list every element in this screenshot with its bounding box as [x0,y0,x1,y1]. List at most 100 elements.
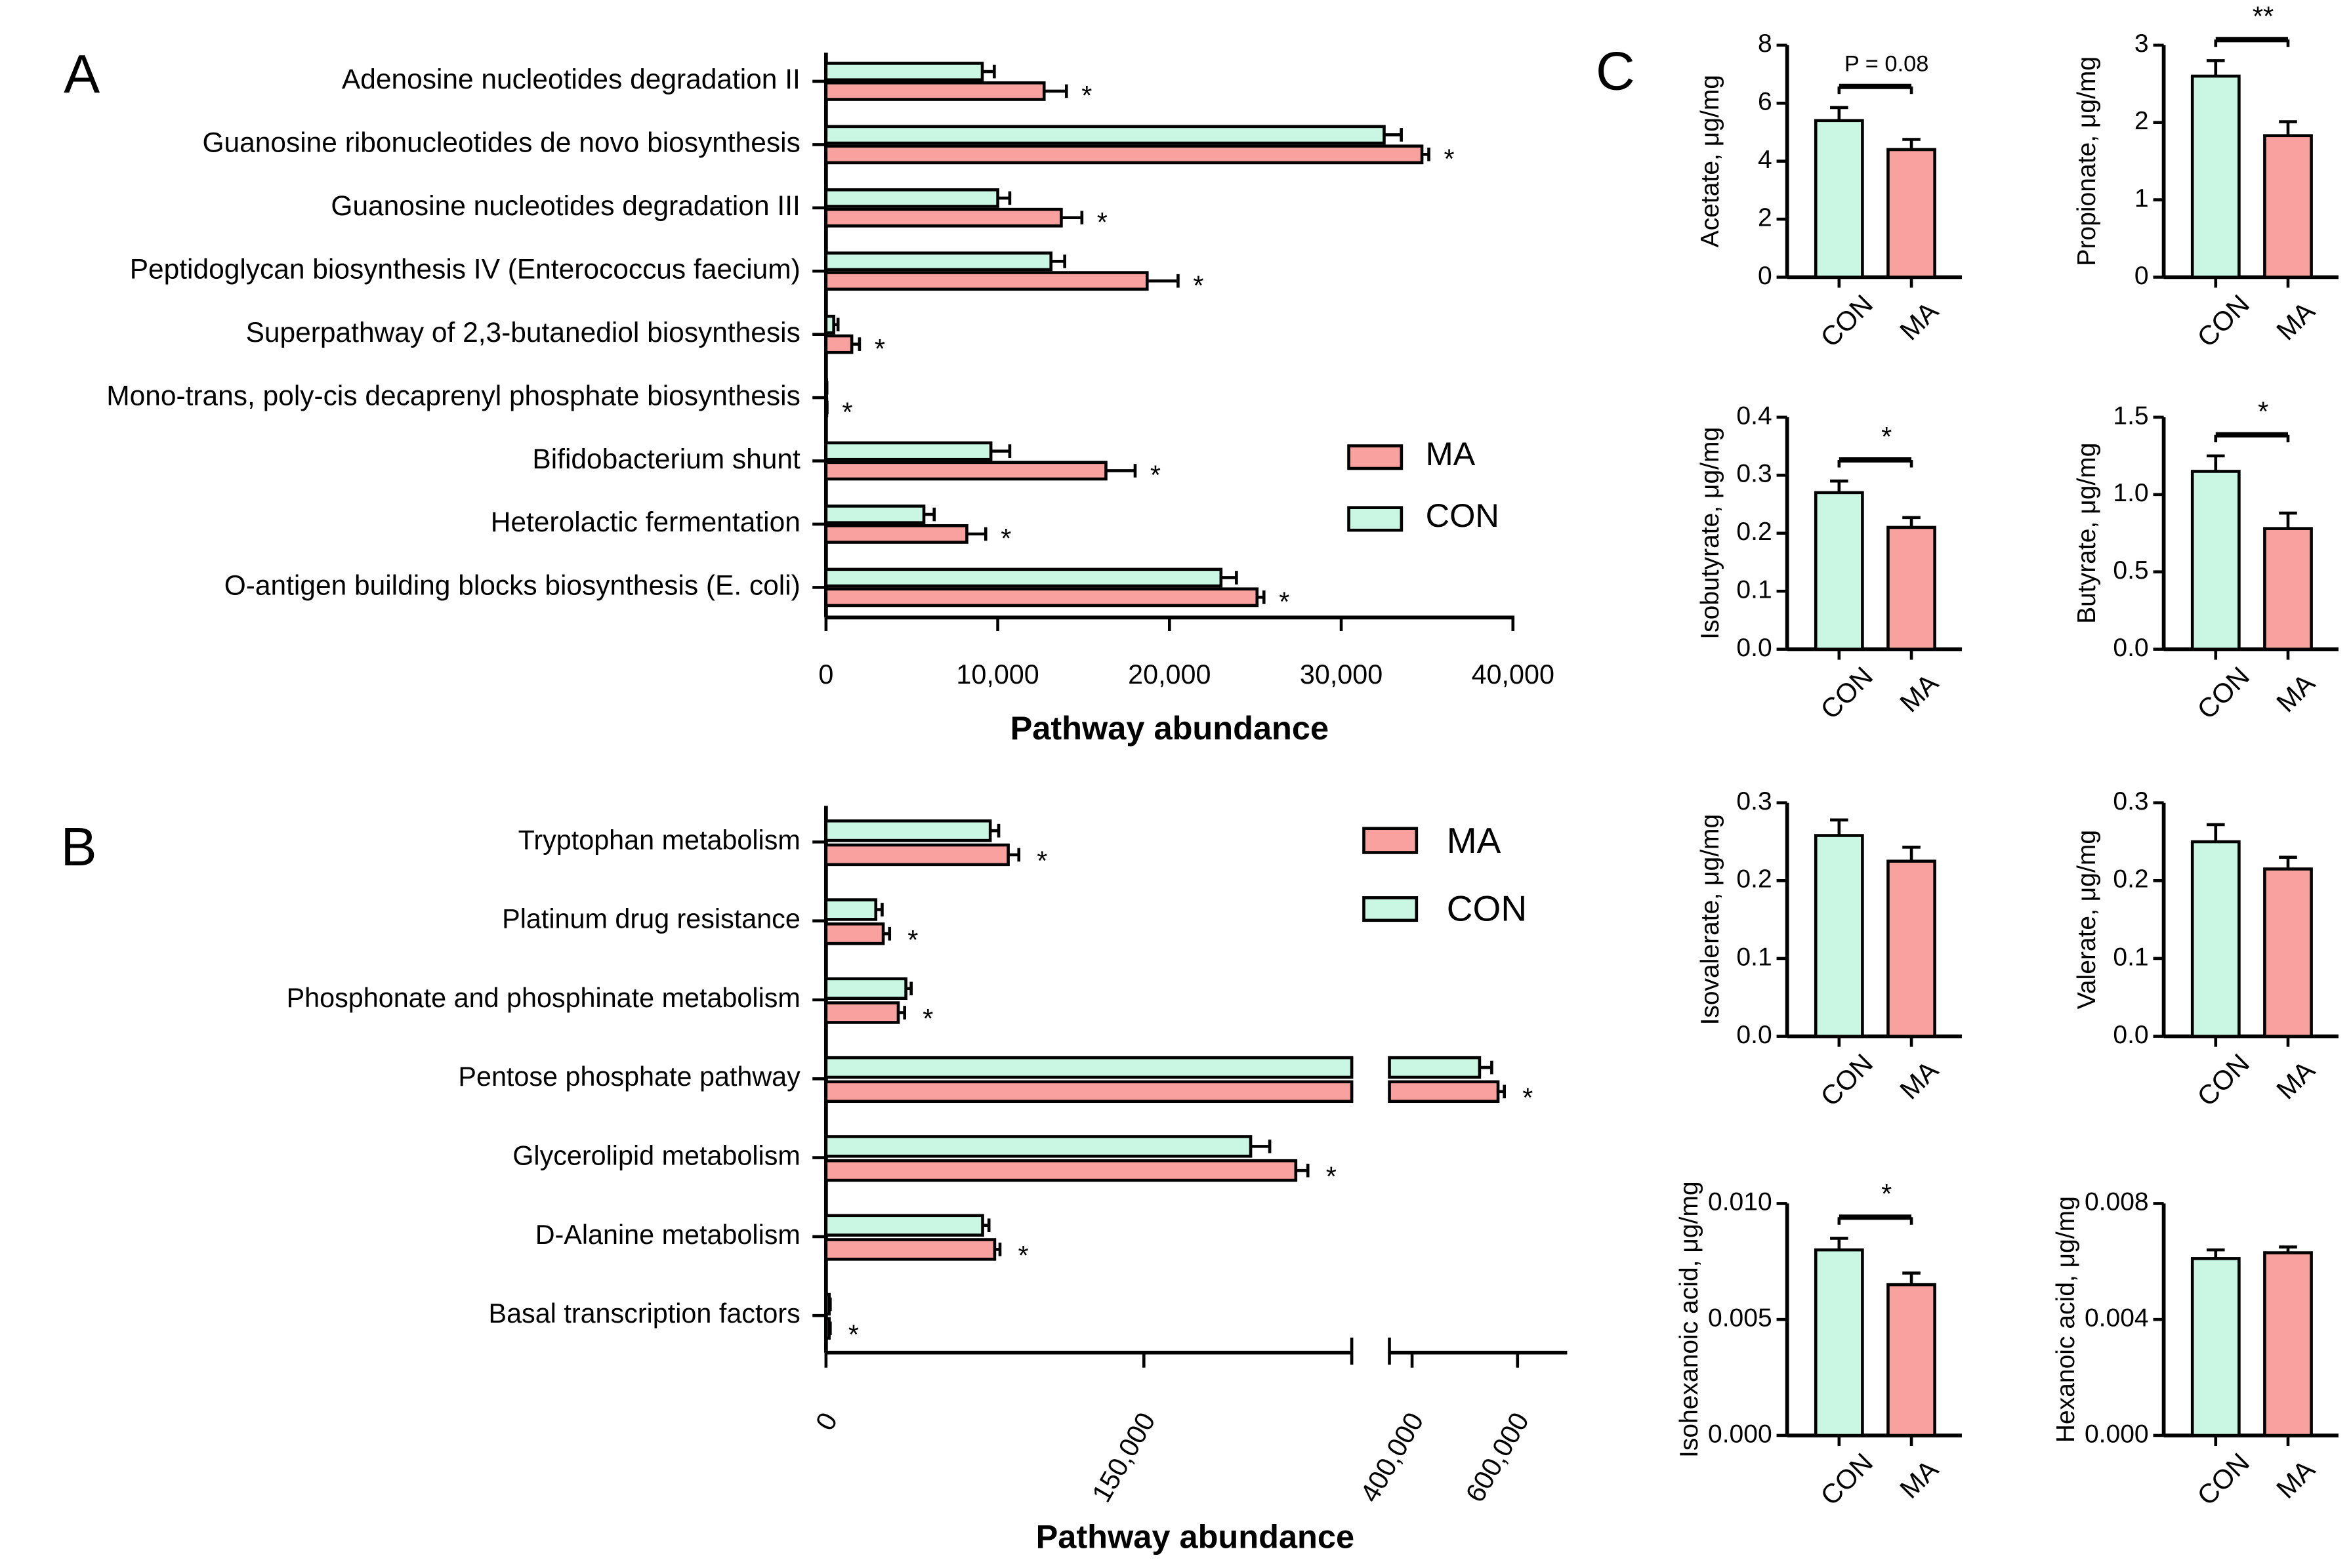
x-tick-label: CON [1815,1447,1879,1511]
bar-con [824,505,926,524]
significance-label: * [2258,397,2268,427]
x-tick-label: 400,000 [1354,1407,1430,1507]
y-tick-label: 0.1 [2113,943,2148,971]
category-label: Mono-trans, poly-cis decaprenyl phosphat… [106,380,801,411]
y-axis-title: Isobutyrate, μg/mg [1696,427,1724,640]
category-label: O-antigen building blocks biosynthesis (… [224,570,801,601]
significance-marker: * [875,334,885,364]
significance-marker: * [1081,81,1092,111]
significance-marker: * [923,1004,933,1034]
legend-label-ma: MA [1426,435,1476,472]
bar-con [824,1292,831,1316]
y-axis-title: Valerate, μg/mg [2073,830,2101,1009]
significance-marker: * [1001,524,1011,554]
y-tick-label: 0.000 [2085,1420,2149,1448]
bar-con [824,1214,984,1237]
y-tick-label: 0.000 [1708,1420,1772,1448]
x-tick-label: 0 [810,1407,843,1435]
category-label: Glycerolipid metabolism [512,1141,801,1171]
y-tick-label: 2 [2134,107,2149,135]
x-axis-title: Pathway abundance [1036,1518,1355,1556]
bar-ma [824,1317,831,1340]
bar-con [1814,119,1864,279]
bar-ma [1886,1283,1936,1437]
bar-ma [2263,1251,2313,1437]
panel-letter-b: B [61,816,97,877]
y-tick-label: 0.008 [2085,1188,2149,1216]
bar-con [824,188,999,208]
bar-ma [1886,526,1936,651]
y-tick-label: 0.010 [1708,1188,1772,1216]
bar-con [824,898,878,921]
y-tick-label: 0.2 [2113,865,2148,894]
x-tick-label: 150,000 [1086,1407,1161,1507]
x-tick-label: CON [1815,661,1879,724]
y-axis-title: Hexanoic acid, μg/mg [2052,1196,2080,1443]
x-tick-label: 20,000 [1128,659,1211,690]
y-tick-label: 8 [1758,30,1772,58]
bar-ma [824,81,1046,101]
y-axis-title: Isohexanoic acid, μg/mg [1675,1181,1703,1458]
legend-label-con: CON [1426,497,1499,534]
category-label: Superpathway of 2,3-butanediol biosynthe… [246,317,801,348]
bar-con [2190,74,2241,279]
x-axis-title: Pathway abundance [1010,709,1329,747]
bar-ma [824,461,1108,481]
significance-marker: * [1018,1241,1029,1271]
y-tick-label: 0.004 [2085,1304,2149,1332]
x-tick-label: MA [2270,668,2321,718]
y-tick-label: 6 [1758,88,1772,116]
bar-con [824,62,984,81]
y-tick-label: 3 [2134,30,2149,58]
x-tick-label: CON [1815,1048,1879,1112]
bar-con [824,977,907,1000]
bar-ma [824,1001,900,1024]
category-label: Adenosine nucleotides degradation II [342,64,801,94]
x-tick-label: 10,000 [956,659,1039,690]
bar-ma [2263,134,2313,279]
y-axis-title: Acetate, μg/mg [1696,75,1724,247]
x-tick-label: 600,000 [1460,1407,1535,1507]
bar-con [2190,840,2241,1038]
y-tick-label: 0 [1758,262,1772,290]
panel-letter-a: A [64,43,100,104]
bar-con [824,567,1223,588]
category-label: Bifidobacterium shunt [532,444,801,474]
bar-con [824,251,1053,272]
y-tick-label: 1 [2134,184,2149,213]
legend-label-ma: MA [1447,820,1501,861]
category-label: Basal transcription factors [489,1298,801,1329]
bar-con [824,125,1386,145]
y-tick-label: 0 [2134,262,2149,290]
bar-ma [824,334,854,354]
significance-marker: * [1193,270,1203,300]
panel-letter-c: C [1596,41,1635,102]
y-tick-label: 0.1 [1736,575,1772,604]
legend-swatch-ma [1362,827,1419,854]
significance-marker: * [1279,587,1289,617]
bar-ma [824,524,968,544]
y-tick-label: 0.4 [1736,402,1772,430]
y-axis-title: Propionate, μg/mg [2073,56,2101,266]
bar-con [824,441,993,461]
significance-marker: * [1097,207,1108,237]
significance-marker: * [848,1319,859,1350]
y-tick-label: 1.5 [2113,402,2148,430]
bar-con-left [824,1056,1354,1079]
category-label: D-Alanine metabolism [535,1220,801,1250]
x-tick-label: CON [2192,1048,2255,1112]
bar-con [1814,1248,1864,1437]
y-tick-label: 0.1 [1736,943,1772,971]
y-tick-label: 0.0 [1736,634,1772,662]
y-tick-label: 0.0 [2113,634,2148,662]
x-tick-label: MA [2270,296,2321,346]
category-label: Pentose phosphate pathway [458,1062,801,1092]
bar-con [2190,1257,2241,1437]
x-tick-label: 30,000 [1300,659,1383,690]
x-tick-label: 40,000 [1472,659,1554,690]
bar-ma [2263,527,2313,651]
category-label: Guanosine ribonucleotides de novo biosyn… [203,127,801,158]
x-tick-label: 0 [818,659,833,690]
bar-con [2190,470,2241,651]
